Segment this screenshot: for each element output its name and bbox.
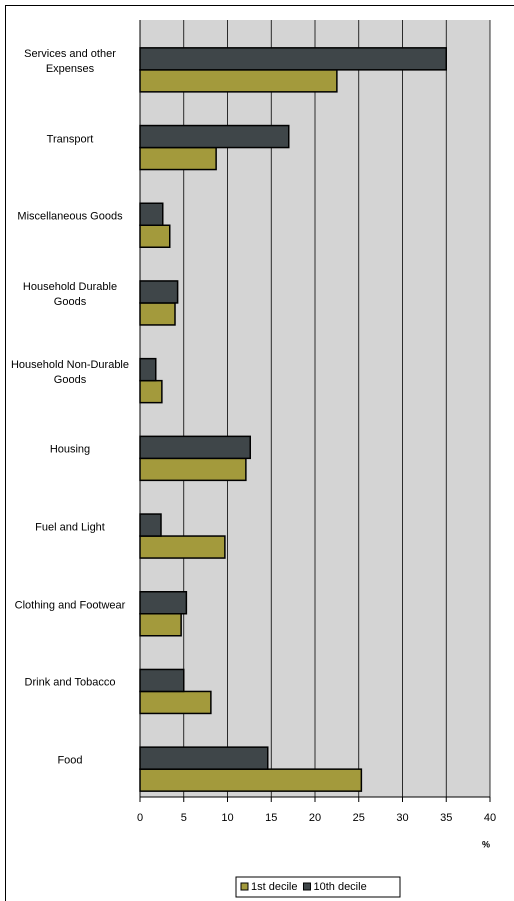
bar bbox=[139, 613, 182, 637]
bar bbox=[139, 690, 212, 715]
legend-box bbox=[235, 876, 401, 898]
bar bbox=[139, 357, 157, 382]
bar bbox=[139, 513, 162, 537]
bar bbox=[139, 379, 163, 404]
bar bbox=[139, 202, 164, 226]
bar bbox=[139, 47, 447, 71]
x-axis-label: % bbox=[482, 839, 490, 849]
x-tick-label: 35 bbox=[440, 812, 452, 824]
y-tick-label: Housing bbox=[49, 443, 91, 456]
x-tick-label: 0 bbox=[137, 812, 143, 824]
legend-label: 1st decile bbox=[251, 881, 297, 893]
bar bbox=[139, 124, 290, 149]
bar bbox=[139, 146, 217, 171]
x-tick-label: 5 bbox=[181, 812, 187, 824]
bar bbox=[139, 668, 185, 693]
bar bbox=[139, 591, 188, 615]
legend-swatch bbox=[302, 882, 311, 891]
x-tick-label: 30 bbox=[396, 812, 408, 824]
frame bbox=[5, 5, 514, 901]
y-tick-label: Household Durable Goods bbox=[22, 280, 118, 308]
bar bbox=[139, 457, 247, 482]
x-tick-label: 15 bbox=[265, 812, 277, 824]
y-tick-label: Drink and Tobacco bbox=[24, 676, 116, 689]
legend-swatch bbox=[240, 882, 249, 891]
y-tick-label: Household Non-Durable Goods bbox=[10, 358, 129, 386]
y-tick-label: Miscellaneous Goods bbox=[17, 210, 123, 223]
y-tick-label: Transport bbox=[46, 133, 94, 146]
bar bbox=[139, 280, 179, 304]
bar bbox=[139, 746, 269, 770]
bar bbox=[139, 768, 363, 792]
bar bbox=[139, 302, 176, 326]
bar bbox=[139, 535, 226, 559]
y-tick-label: Food bbox=[57, 754, 83, 767]
x-tick-label: 10 bbox=[221, 812, 233, 824]
x-tick-label: 40 bbox=[484, 812, 496, 824]
bar bbox=[139, 69, 338, 93]
bar bbox=[139, 435, 251, 460]
y-tick-label: Fuel and Light bbox=[35, 521, 105, 534]
y-tick-label: Services and other Expenses bbox=[24, 47, 116, 75]
legend-label: 10th decile bbox=[313, 881, 366, 893]
y-tick-label: Clothing and Footwear bbox=[14, 599, 126, 612]
x-tick-label: 25 bbox=[353, 812, 365, 824]
x-tick-label: 20 bbox=[309, 812, 321, 824]
bar bbox=[139, 224, 171, 248]
